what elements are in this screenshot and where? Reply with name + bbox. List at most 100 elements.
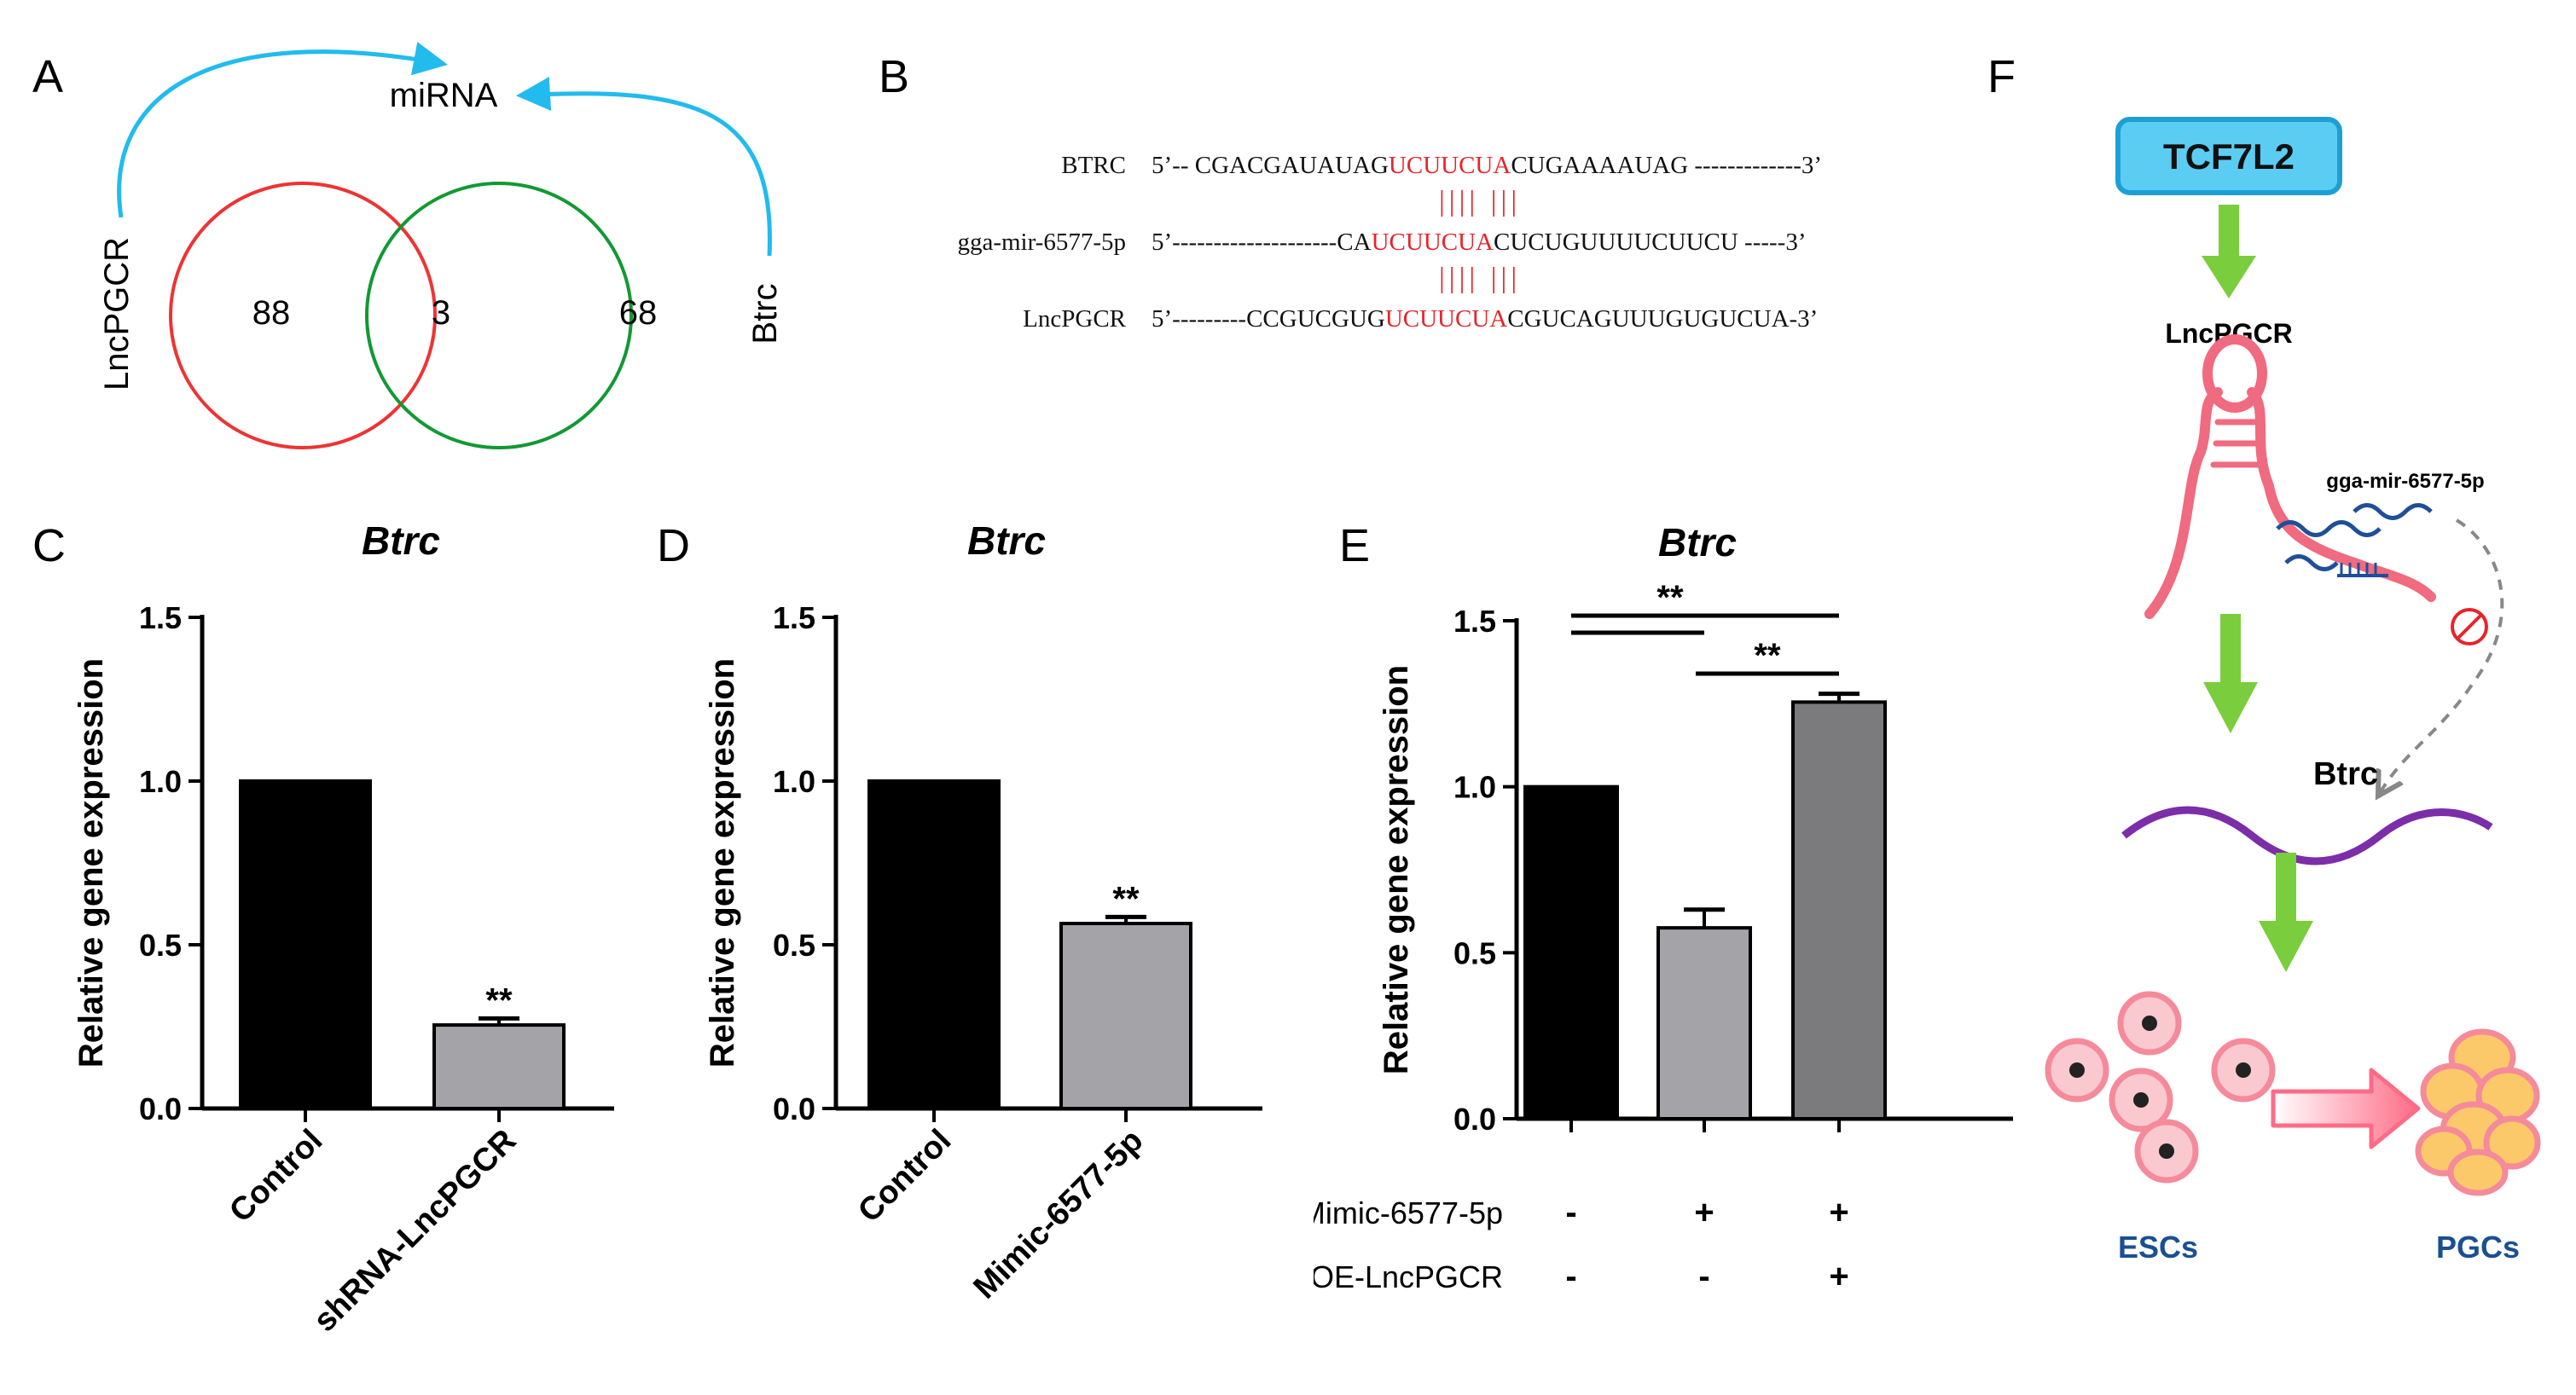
alignment-name: BTRC — [1061, 152, 1126, 179]
significance-mark: ** — [1656, 579, 1684, 616]
alignment-sequence: 5’--------------------CAUCUUCUACUCUGUUUU… — [1152, 229, 1807, 257]
left-arrow-to-mirna — [117, 41, 448, 218]
left-set-label: LncPGCR — [98, 237, 136, 391]
condition-label: Mimic-6577-5p — [1314, 1195, 1503, 1230]
significance-mark: ** — [485, 981, 513, 1019]
seq-pre: 5’-- CGACGAUAUAG — [1152, 152, 1389, 179]
tcf7l2-box — [2115, 117, 2342, 195]
panel-label-f: F — [1987, 51, 2016, 102]
condition-sign: - — [1698, 1258, 1709, 1295]
inhibition-dashed-arrow — [2380, 518, 2504, 793]
mirna-strands-icon — [2276, 503, 2433, 577]
y-tick-label: 0.0 — [1453, 1102, 1496, 1137]
y-tick-label: 1.5 — [1453, 604, 1496, 639]
bar — [1791, 700, 1887, 1121]
pairing-marks-top: |||| ||| — [1439, 186, 1522, 217]
alignment-row-mirna: gga-mir-6577-5p 5’--------------------CA… — [887, 222, 1979, 264]
y-tick-label: 1.0 — [773, 764, 815, 799]
seq-pre: 5’--------------------CA — [1152, 229, 1372, 256]
y-tick-label: 0.5 — [139, 928, 182, 963]
alignment-name: LncPGCR — [1023, 305, 1126, 333]
bar — [432, 1023, 566, 1111]
bar — [239, 779, 372, 1110]
significance-mark: ** — [1112, 880, 1140, 917]
alignment-name: gga-mir-6577-5p — [957, 229, 1126, 256]
seq-post: CGUCAGUUUGUGUCUA-3’ — [1507, 305, 1819, 333]
green-arrow-icon — [2202, 205, 2256, 298]
pgc-cluster-icon — [2415, 1028, 2541, 1196]
panel-label-c: C — [32, 520, 66, 571]
alignment-sequence: 5’---------CCGUCGUGUCUUCUACGUCAGUUUGUGUC… — [1152, 305, 1818, 333]
y-tick-label: 0.5 — [1453, 935, 1496, 970]
lncrna-hairpin-icon — [2144, 334, 2436, 619]
bar-chart-c: Btrc Relative gene expression 0.0 0.5 1.0 1.5… — [73, 518, 614, 1340]
panel-label-b: B — [879, 51, 909, 102]
block-icon — [2451, 608, 2488, 645]
condition-sign: + — [1694, 1194, 1714, 1231]
right-arrow-to-mirna — [516, 77, 772, 257]
condition-label: OE-LncPGCR — [1314, 1259, 1503, 1294]
alignment-row-btrc: BTRC 5’-- CGACGAUAUAGUCUUCUACUGAAAAUAG -… — [887, 145, 1979, 188]
x-tick-label: Control — [851, 1123, 958, 1230]
chart-title: Btrc — [1658, 520, 1737, 564]
seq-post: CUCUGUUUUCUUCU -----3’ — [1494, 229, 1807, 256]
y-axis-label: Relative gene expression — [1378, 665, 1415, 1074]
overlap-count: 3 — [432, 294, 450, 332]
y-axis-label: Relative gene expression — [73, 658, 110, 1068]
pathway-diagram: TCF7L2 LncPGCR gga-mir-6577-5p Btrc — [2045, 117, 2541, 1265]
left-only-count: 88 — [252, 294, 291, 332]
panel-label-a: A — [32, 51, 63, 102]
y-tick-label: 0.0 — [139, 1091, 182, 1126]
condition-sign: - — [1565, 1194, 1576, 1231]
alignment-row-lncpgcr: LncPGCR 5’---------CCGUCGUGUCUUCUACGUCAG… — [887, 298, 1979, 341]
y-tick-label: 0.0 — [773, 1091, 815, 1126]
seq-pre: 5’---------CCGUCGUG — [1152, 305, 1385, 333]
x-tick-label: Control — [223, 1123, 329, 1230]
mirna-label: gga-mir-6577-5p — [2326, 470, 2484, 493]
esc-cells-icon — [2045, 991, 2276, 1184]
tcf7l2-label: TCF7L2 — [2163, 136, 2295, 177]
condition-sign: + — [1829, 1258, 1848, 1295]
chart-title: Btrc — [362, 518, 440, 563]
y-tick-label: 1.5 — [139, 600, 182, 635]
panel-label-e: E — [1339, 520, 1370, 571]
bar — [867, 779, 1001, 1110]
seq-seed: UCUUCUA — [1384, 305, 1508, 333]
seq-seed: UCUUCUA — [1388, 152, 1511, 179]
pairing-marks-bottom: |||| ||| — [1439, 263, 1522, 294]
x-tick-label: Mimic-6577-5p — [966, 1123, 1150, 1306]
chart-title: Btrc — [967, 518, 1046, 563]
y-axis-label: Relative gene expression — [704, 658, 741, 1068]
y-tick-label: 0.5 — [773, 928, 815, 963]
btrc-label: Btrc — [2313, 756, 2378, 792]
pgc-label: PGCs — [2436, 1230, 2520, 1265]
bar — [1059, 922, 1192, 1111]
green-arrow-icon — [2259, 853, 2313, 972]
significance-mark: ** — [1754, 637, 1781, 674]
right-set-label: Btrc — [746, 283, 784, 344]
condition-sign: + — [1829, 1194, 1848, 1231]
sequence-alignment: BTRC 5’-- CGACGAUAUAGUCUUCUACUGAAAAUAG -… — [887, 145, 1979, 341]
btrc-mrna-icon — [2121, 806, 2493, 865]
right-set-circle — [365, 182, 633, 449]
seq-seed: UCUUCUA — [1371, 229, 1494, 256]
differentiation-arrow-icon — [2271, 1068, 2421, 1149]
bar-chart-d: Btrc Relative gene expression 0.0 0.5 1.0 1.5… — [704, 518, 1262, 1306]
right-only-count: 68 — [619, 294, 658, 332]
bar — [1656, 926, 1752, 1120]
y-tick-label: 1.5 — [773, 600, 815, 635]
bar — [1523, 784, 1619, 1120]
alignment-sequence: 5’-- CGACGAUAUAGUCUUCUACUGAAAAUAG ------… — [1152, 152, 1822, 180]
seq-post: CUGAAAAUAG -------------3’ — [1511, 152, 1823, 179]
x-tick-label: shRNA-LncPGCR — [307, 1123, 524, 1340]
esc-label: ESCs — [2118, 1230, 2198, 1265]
y-tick-label: 1.0 — [1453, 770, 1496, 805]
green-arrow-icon — [2203, 614, 2258, 733]
condition-sign: - — [1565, 1258, 1576, 1295]
bar-chart-e: Btrc Relative gene expression 0.0 0.5 1.0 1.5… — [1314, 520, 2013, 1295]
panel-label-d: D — [657, 520, 690, 571]
venn-top-label: miRNA — [390, 77, 498, 114]
y-tick-label: 1.0 — [139, 764, 182, 799]
left-set-circle — [169, 182, 437, 449]
